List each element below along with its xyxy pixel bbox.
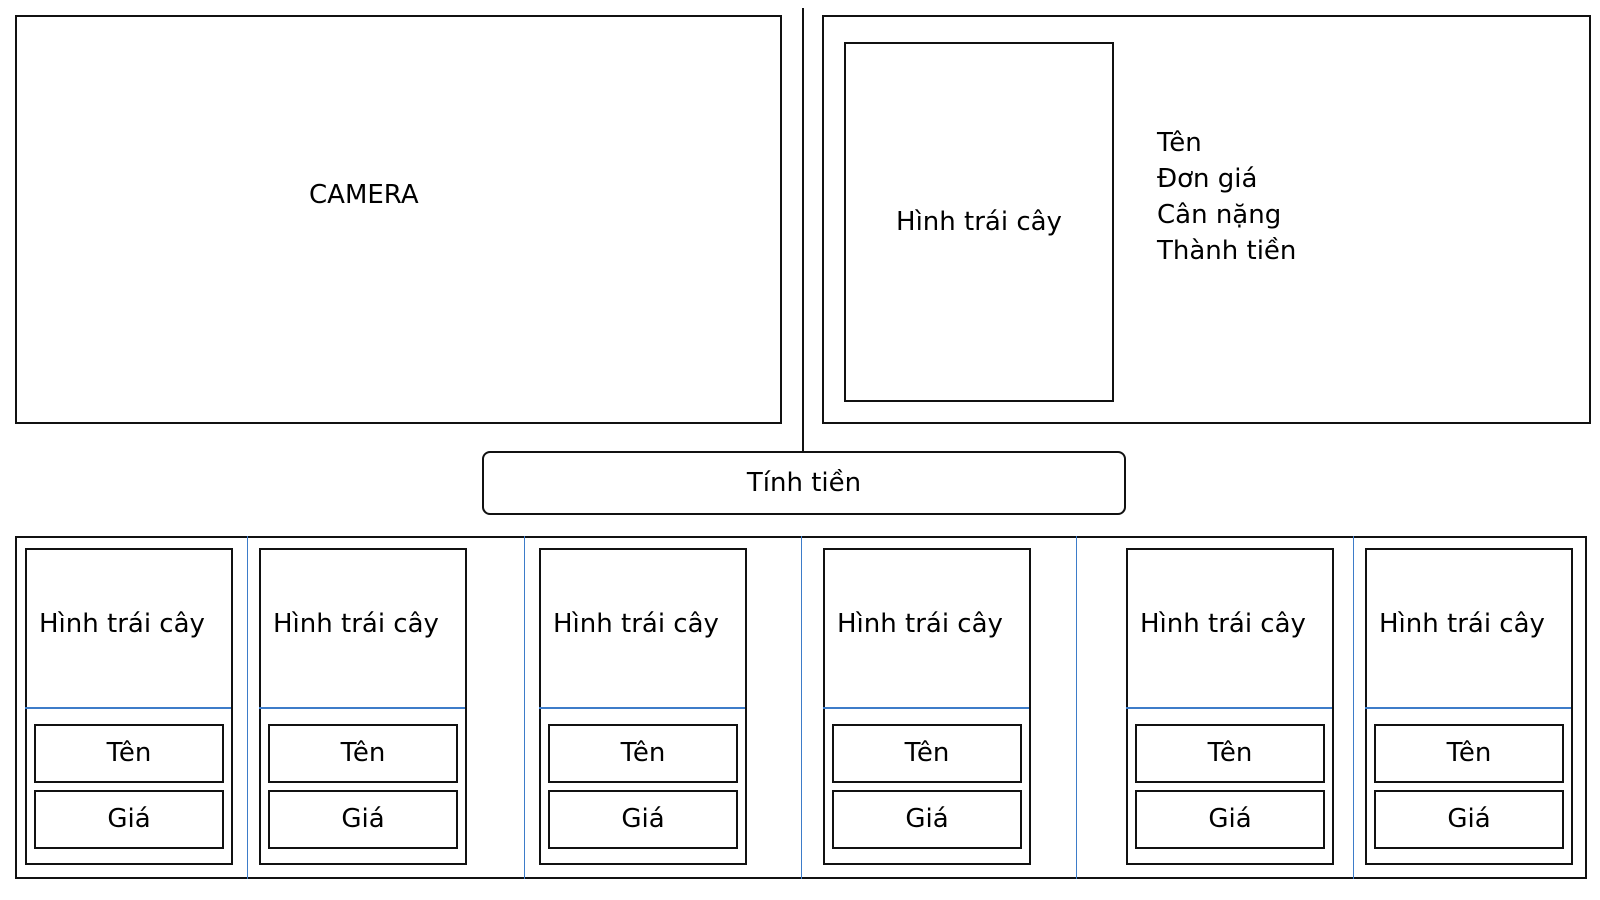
card-divider — [1365, 707, 1571, 709]
product-name-box: Tên — [268, 724, 458, 783]
product-price-box: Giá — [1374, 790, 1564, 849]
product-card[interactable]: Hình trái cây Tên Giá — [1365, 548, 1573, 865]
center-divider — [802, 8, 804, 452]
product-price-box: Giá — [832, 790, 1022, 849]
card-separator — [1353, 536, 1354, 879]
camera-panel: CAMERA — [15, 15, 782, 424]
product-name-box: Tên — [832, 724, 1022, 783]
product-strip: Hình trái cây Tên Giá Hình trái cây Tên … — [15, 536, 1587, 879]
product-image-label: Hình trái cây — [553, 609, 719, 639]
product-name-box: Tên — [1374, 724, 1564, 783]
card-separator — [801, 536, 802, 879]
card-divider — [259, 707, 465, 709]
product-image-label: Hình trái cây — [1379, 609, 1545, 639]
product-card[interactable]: Hình trái cây Tên Giá — [823, 548, 1031, 865]
fruit-info-list: Tên Đơn giá Cân nặng Thành tiền — [1157, 125, 1296, 269]
product-price-box: Giá — [548, 790, 738, 849]
card-separator — [1076, 536, 1077, 879]
fruit-image-label: Hình trái cây — [896, 207, 1062, 237]
product-card[interactable]: Hình trái cây Tên Giá — [259, 548, 467, 865]
product-price-box: Giá — [1135, 790, 1325, 849]
card-divider — [1126, 707, 1332, 709]
fruit-name-field: Tên — [1157, 128, 1202, 158]
product-name-box: Tên — [1135, 724, 1325, 783]
product-image-label: Hình trái cây — [1140, 609, 1306, 639]
product-card[interactable]: Hình trái cây Tên Giá — [539, 548, 747, 865]
card-divider — [539, 707, 745, 709]
unit-price-field: Đơn giá — [1157, 164, 1258, 194]
product-image-label: Hình trái cây — [837, 609, 1003, 639]
product-card[interactable]: Hình trái cây Tên Giá — [1126, 548, 1334, 865]
product-name-box: Tên — [548, 724, 738, 783]
fruit-image-placeholder: Hình trái cây — [844, 42, 1114, 402]
camera-label: CAMERA — [309, 180, 419, 210]
product-image-label: Hình trái cây — [39, 609, 205, 639]
product-price-box: Giá — [34, 790, 224, 849]
fruit-detail-panel: Hình trái cây Tên Đơn giá Cân nặng Thành… — [822, 15, 1591, 424]
total-price-field: Thành tiền — [1157, 236, 1297, 266]
card-separator — [524, 536, 525, 879]
weight-field: Cân nặng — [1157, 200, 1282, 230]
product-card[interactable]: Hình trái cây Tên Giá — [25, 548, 233, 865]
card-divider — [823, 707, 1029, 709]
product-name-box: Tên — [34, 724, 224, 783]
card-separator — [247, 536, 248, 879]
card-divider — [25, 707, 231, 709]
checkout-button[interactable]: Tính tiền — [482, 451, 1126, 515]
product-price-box: Giá — [268, 790, 458, 849]
product-image-label: Hình trái cây — [273, 609, 439, 639]
